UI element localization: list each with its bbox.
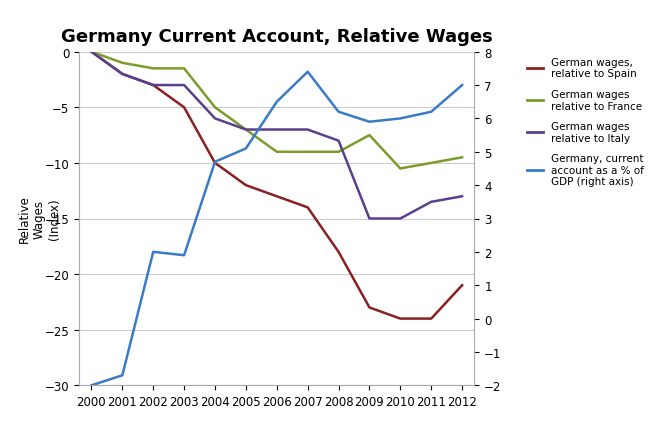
- Y-axis label: Relative
Wages
(Index): Relative Wages (Index): [18, 195, 61, 243]
- Title: Germany Current Account, Relative Wages: Germany Current Account, Relative Wages: [61, 28, 493, 46]
- Legend: German wages,
relative to Spain, German wages
relative to France, German wages
r: German wages, relative to Spain, German …: [527, 58, 644, 187]
